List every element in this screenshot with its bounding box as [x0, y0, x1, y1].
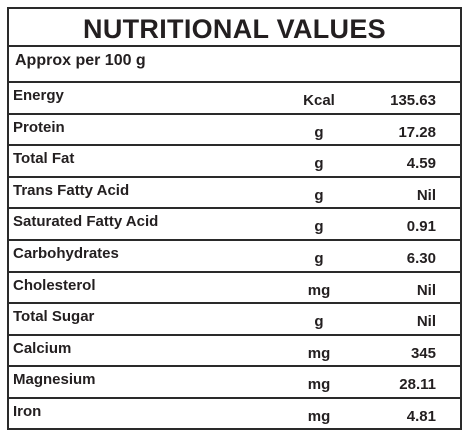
nutrient-row-trans-fatty-acid: Trans Fatty Acid g Nil: [9, 178, 460, 210]
serving-basis: Approx per 100 g: [9, 47, 460, 83]
nutrient-row-magnesium: Magnesium mg 28.11: [9, 367, 460, 399]
nutrient-name: Energy: [13, 87, 64, 104]
nutrient-name: Iron: [13, 402, 42, 420]
nutrient-row-total-fat: Total Fat g 4.59: [9, 146, 460, 178]
nutrient-name: Calcium: [13, 339, 72, 357]
nutrient-row-saturated-fatty-acid: Saturated Fatty Acid g 0.91: [9, 209, 460, 241]
nutrient-name: Saturated Fatty Acid: [13, 213, 159, 231]
nutrient-row-protein: Protein g 17.28: [9, 115, 460, 147]
nutrient-unit: mg: [307, 344, 331, 362]
nutrient-row-calcium: Calcium mg 345: [9, 336, 460, 368]
nutrient-value: Nil: [416, 313, 436, 331]
nutrient-unit: g: [314, 186, 324, 204]
nutrient-name: Carbohydrates: [13, 244, 119, 262]
nutrient-name: Cholesterol: [13, 276, 96, 294]
nutrient-unit: g: [314, 313, 324, 331]
nutrient-name: Total Sugar: [13, 308, 95, 326]
nutrient-name: Trans Fatty Acid: [13, 181, 130, 199]
nutrient-unit: g: [314, 249, 324, 267]
nutrient-value: 4.59: [406, 155, 436, 173]
nutrient-unit: mg: [307, 407, 331, 425]
nutrient-value: 17.28: [398, 123, 436, 141]
nutrient-unit: Kcal: [303, 92, 335, 109]
nutrient-row-total-sugar: Total Sugar g Nil: [9, 304, 460, 336]
nutrient-rows: Energy Kcal 135.63 Protein g 17.28 Total…: [9, 83, 460, 431]
nutrient-value: Nil: [416, 186, 436, 204]
nutrient-name: Magnesium: [13, 371, 96, 389]
nutrient-value: Nil: [416, 281, 436, 299]
nutrient-value: 4.81: [406, 407, 436, 425]
nutrient-value: 6.30: [406, 249, 436, 267]
nutrient-unit: mg: [307, 376, 331, 394]
nutrient-row-cholesterol: Cholesterol mg Nil: [9, 273, 460, 305]
nutrient-value: 135.63: [390, 92, 436, 109]
nutrient-value: 345: [410, 344, 436, 362]
nutrient-name: Total Fat: [13, 150, 75, 168]
nutrient-value: 28.11: [399, 376, 436, 394]
nutrient-name: Protein: [13, 118, 65, 136]
nutrition-table: NUTRITIONAL VALUES Approx per 100 g Ener…: [7, 7, 462, 430]
nutrient-unit: g: [314, 218, 324, 236]
nutrient-unit: g: [314, 123, 324, 141]
nutrient-unit: mg: [307, 281, 331, 299]
nutrient-row-energy: Energy Kcal 135.63: [9, 83, 460, 115]
nutrient-row-carbohydrates: Carbohydrates g 6.30: [9, 241, 460, 273]
nutrient-value: 0.91: [406, 218, 436, 236]
nutrient-unit: g: [314, 155, 324, 173]
table-title: NUTRITIONAL VALUES: [9, 9, 460, 47]
nutrient-row-iron: Iron mg 4.81: [9, 399, 460, 431]
